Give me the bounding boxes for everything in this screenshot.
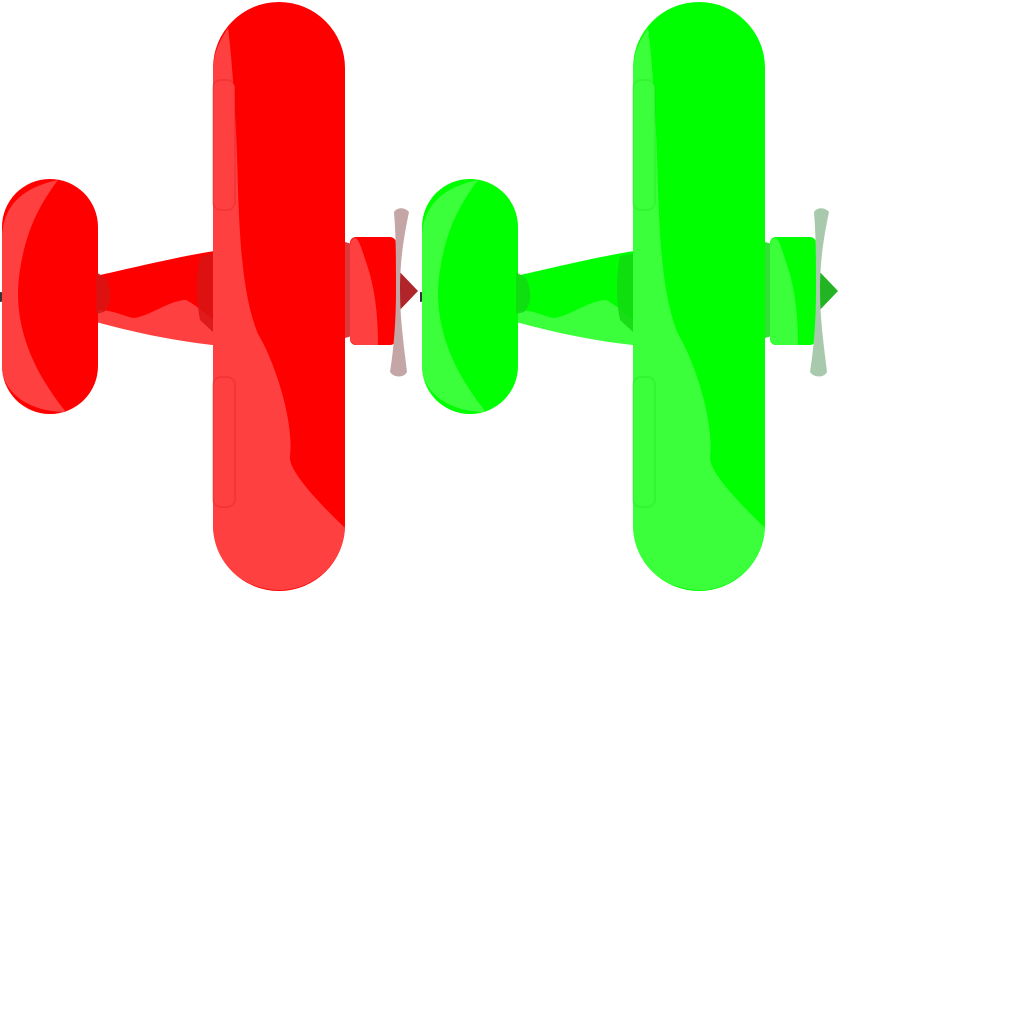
aileron-top: [212, 79, 236, 211]
green-plane: [420, 2, 838, 591]
aileron-bottom: [212, 376, 236, 508]
propeller-blade: [810, 208, 829, 377]
tail-stabilizer-highlight: [422, 180, 486, 412]
aileron-top: [632, 79, 656, 211]
tail-stabilizer-highlight: [2, 180, 66, 412]
propeller-hub: [816, 268, 838, 314]
plane-icon: [0, 2, 418, 591]
aileron-bottom: [632, 376, 656, 508]
main-wing-highlight: [633, 28, 765, 590]
fuselage-highlight: [96, 300, 222, 346]
plane-icon: [420, 2, 838, 591]
tail-joint: [516, 272, 531, 314]
propeller-hub: [396, 268, 418, 314]
red-plane: [0, 2, 418, 591]
propeller-blade: [390, 208, 409, 377]
main-wing-highlight: [213, 28, 345, 590]
fuselage-highlight: [516, 300, 642, 346]
engine-highlight: [350, 238, 378, 345]
tail-joint: [96, 272, 111, 314]
engine-highlight: [770, 238, 798, 345]
